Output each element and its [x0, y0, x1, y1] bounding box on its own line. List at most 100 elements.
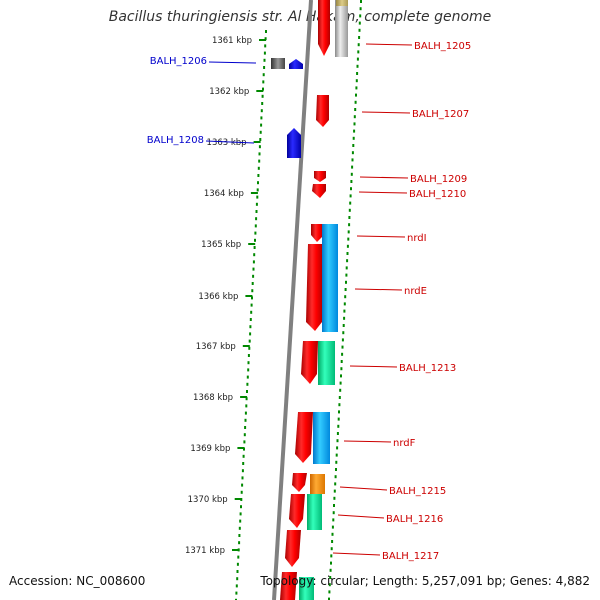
- ruler-dot: [264, 44, 267, 48]
- outer-ring-dot: [332, 518, 335, 522]
- ruler-dot: [262, 73, 265, 77]
- ruler-tick-label: 1363 kbp: [207, 138, 247, 148]
- outer-ring-dot: [358, 28, 361, 32]
- outer-ring-dot: [345, 280, 347, 284]
- ruler-dot: [246, 382, 249, 386]
- outer-ring-dot: [360, 0, 362, 3]
- outer-ring-dot: [350, 187, 352, 191]
- outer-ring-dot: [353, 122, 356, 126]
- outer-ring-dot: [347, 237, 350, 241]
- topology-label: Topology: circular; Length: 5,257,091 bp…: [260, 574, 590, 588]
- ruler-dot: [252, 267, 255, 271]
- outer-ring-dot: [357, 43, 360, 47]
- genome-backbone: [272, 0, 313, 600]
- outer-ring-dot: [336, 432, 339, 435]
- gene-label-nrdI[interactable]: nrdI: [407, 233, 427, 244]
- outer-ring-dot: [331, 525, 334, 529]
- ruler-dot: [244, 426, 247, 429]
- ruler-dot: [254, 231, 257, 235]
- gene-label-leader: [208, 61, 257, 64]
- ruler-tick-label: 1361 kbp: [212, 36, 252, 46]
- outer-ring-dot: [333, 504, 335, 507]
- gene-BALH_1210: [312, 184, 326, 198]
- gene-label-leader: [205, 140, 255, 144]
- ruler-dot: [256, 188, 259, 192]
- ruler-dot: [248, 339, 251, 343]
- ruler-dot: [259, 130, 262, 134]
- gene-label-nrdE[interactable]: nrdE: [404, 286, 427, 297]
- gene-label-BALH_1217[interactable]: BALH_1217: [382, 551, 439, 562]
- gene-label-BALH_1213[interactable]: BALH_1213: [399, 363, 456, 374]
- outer-ring-dot: [330, 547, 333, 551]
- ruler-dot: [247, 361, 250, 365]
- ruler-dot: [257, 166, 260, 170]
- ruler-dot: [261, 102, 264, 105]
- ruler-dot: [243, 440, 246, 444]
- outer-ring-dot: [341, 345, 344, 349]
- gene-features: [271, 0, 348, 600]
- ruler-dot: [253, 246, 256, 249]
- ruler-tick-mark: [248, 243, 256, 245]
- ruler-dot: [245, 397, 248, 401]
- outer-ring-dot: [335, 460, 338, 464]
- gene-label-BALH_1209[interactable]: BALH_1209: [410, 174, 467, 185]
- outer-ring-dot: [354, 100, 357, 104]
- outer-ring-dot: [333, 496, 336, 500]
- gene-label-BALH_1207[interactable]: BALH_1207: [412, 109, 469, 120]
- accession-label: Accession: NC_008600: [9, 574, 146, 588]
- outer-ring-dot: [359, 7, 362, 11]
- gene-label-leader: [359, 176, 409, 179]
- ruler-dot: [236, 562, 239, 566]
- ruler-dot: [260, 116, 263, 120]
- gene-label-BALH_1215[interactable]: BALH_1215: [389, 486, 446, 497]
- gene-label-BALH_1208[interactable]: BALH_1208: [147, 135, 204, 146]
- cog-block: [318, 341, 335, 385]
- ruler-dot: [246, 375, 249, 379]
- outer-ring-dot: [341, 338, 344, 342]
- ruler-dot: [263, 66, 266, 69]
- outer-ring-dot: [335, 453, 338, 457]
- gene-label-BALH_1205[interactable]: BALH_1205: [414, 41, 471, 52]
- outer-ring-dot: [329, 576, 332, 579]
- outer-ring-dot: [331, 532, 334, 536]
- ruler-dot: [263, 58, 266, 62]
- cog-block: [310, 474, 325, 494]
- ruler-dot: [247, 354, 250, 357]
- gene-label-leader: [361, 111, 411, 114]
- ruler-dot: [241, 469, 244, 473]
- gene-label-BALH_1216[interactable]: BALH_1216: [386, 514, 443, 525]
- ruler-dot: [248, 346, 251, 350]
- outer-ring-dot: [350, 180, 353, 183]
- ruler-dot: [238, 534, 241, 537]
- ruler-dot: [264, 37, 267, 41]
- ruler-dot: [249, 332, 252, 336]
- cog-block: [322, 224, 338, 332]
- ruler-dot: [250, 310, 253, 314]
- gene-label-nrdF[interactable]: nrdF: [393, 438, 416, 449]
- gene-label-BALH_1206[interactable]: BALH_1206: [150, 56, 207, 67]
- gene-nrdF: [295, 412, 313, 463]
- gene-label-BALH_1210[interactable]: BALH_1210: [409, 189, 466, 200]
- ruler-tick-mark: [245, 295, 253, 297]
- ruler-tick-mark: [256, 90, 264, 92]
- outer-ring-dot: [339, 381, 342, 385]
- cog-block: [299, 577, 314, 600]
- outer-ring-dots: [328, 0, 362, 600]
- outer-ring-dot: [357, 50, 360, 54]
- ruler-dot: [242, 462, 245, 465]
- ruler-dot: [235, 598, 237, 600]
- outer-ring-dot: [359, 14, 362, 18]
- gene-label-leader: [354, 288, 403, 291]
- ruler-dot: [263, 51, 266, 55]
- ruler-dot: [235, 591, 238, 595]
- ruler-dot: [244, 418, 247, 422]
- ruler-dot: [252, 260, 255, 264]
- outer-ring-dot: [328, 583, 331, 587]
- ruler-tick-mark: [250, 192, 258, 194]
- ruler-dot: [254, 238, 256, 242]
- outer-ring-dot: [344, 295, 347, 299]
- gene-BALH_1213: [301, 341, 318, 384]
- ruler-dot: [262, 80, 265, 84]
- outer-ring-dot: [348, 216, 351, 219]
